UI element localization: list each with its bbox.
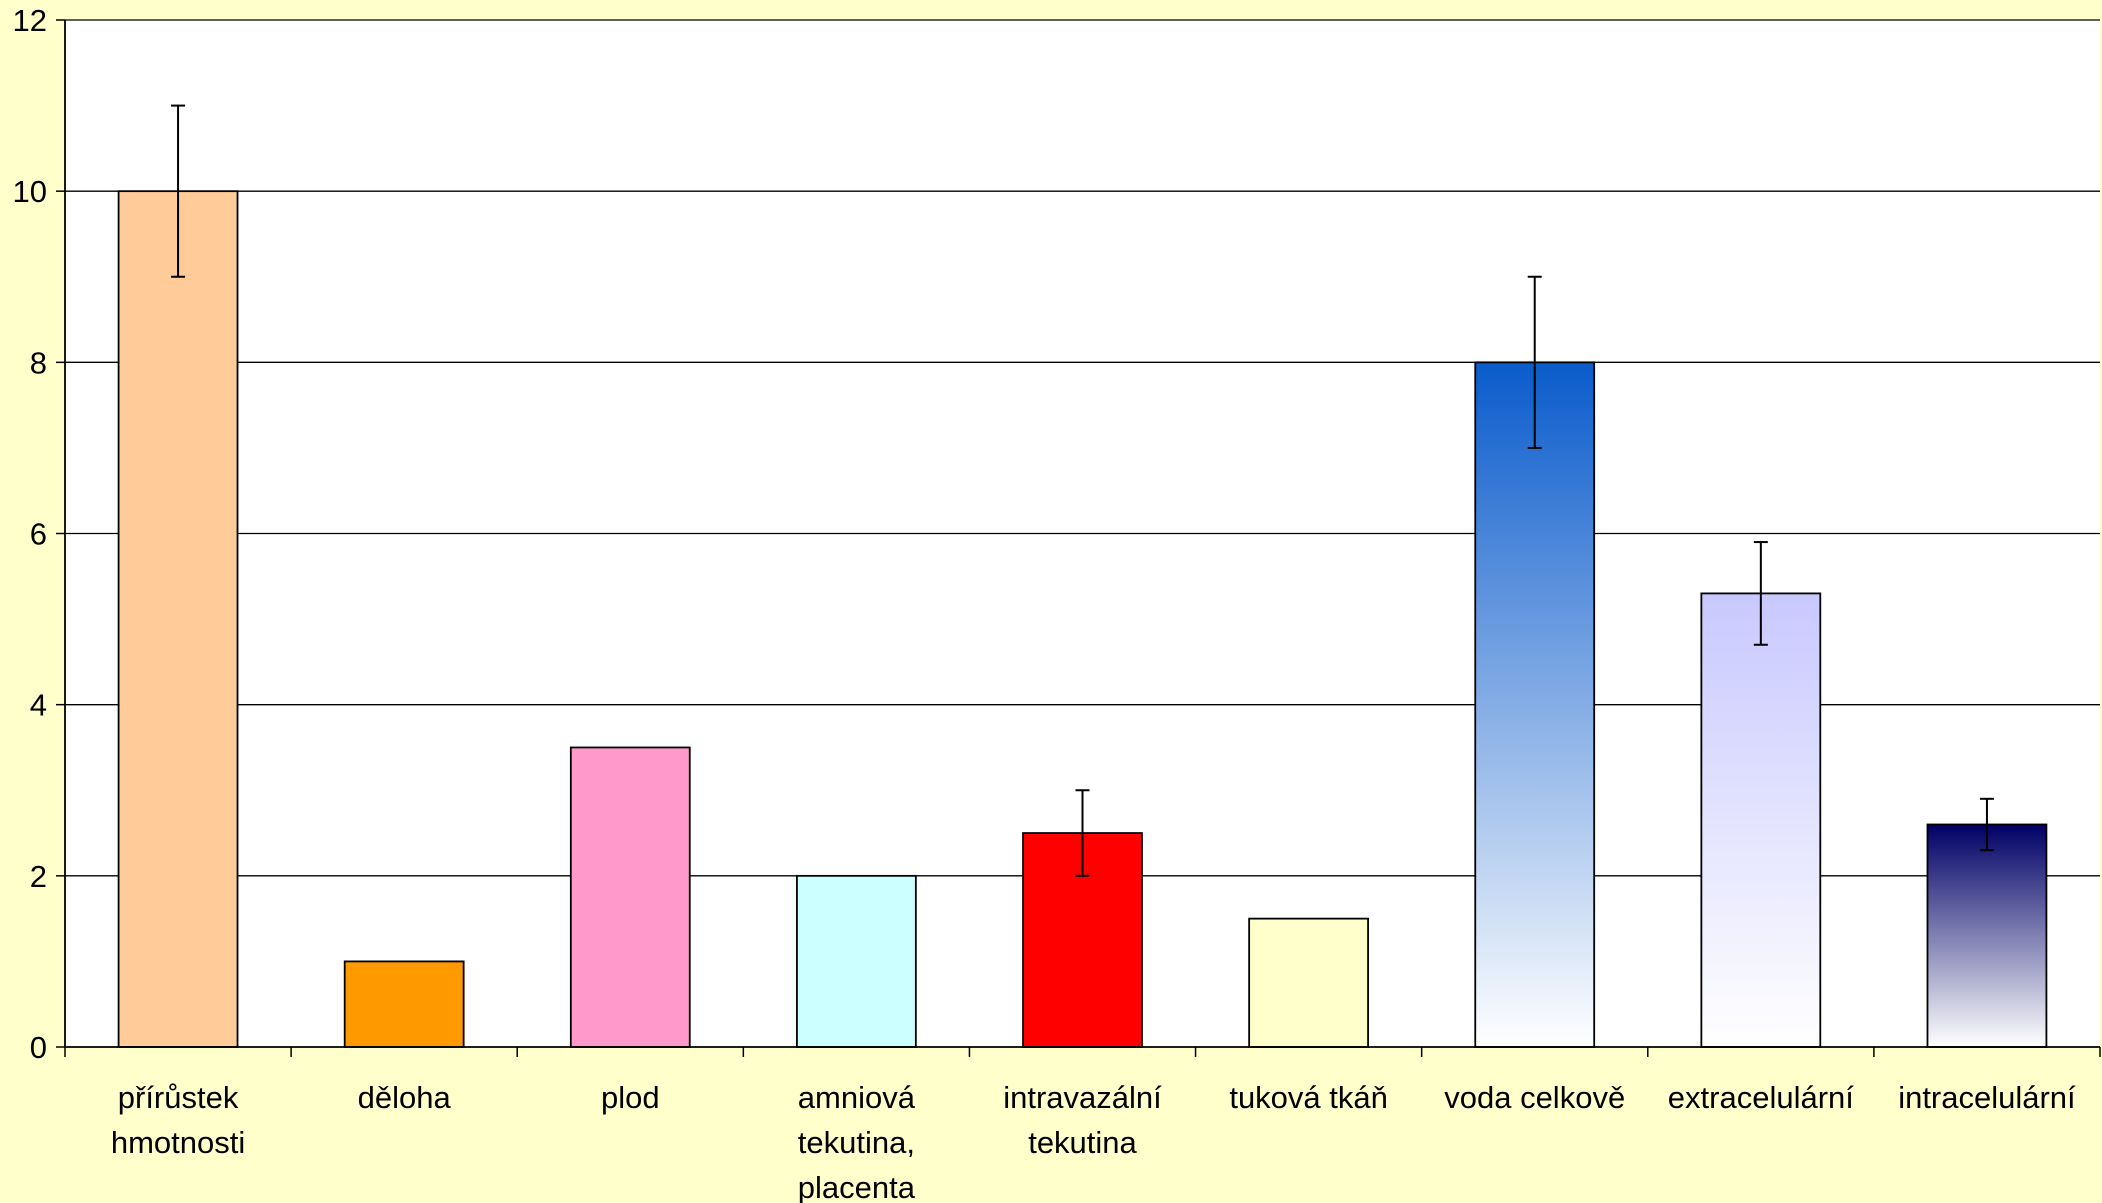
y-tick-label: 4 [30,688,47,723]
x-category-label-line: přírůstek [118,1080,239,1115]
x-category-label: intracelulární [1898,1080,2076,1115]
bar [1700,592,1822,1048]
y-tick-label: 6 [30,517,47,552]
y-tick-label: 0 [30,1030,47,1065]
bar [1248,917,1369,1048]
bar [1474,361,1596,1048]
x-category-label: intravazální tekutina [1003,1080,1162,1160]
x-category-label: voda celkově [1444,1080,1625,1115]
x-category-label-line: intravazální [1003,1080,1162,1115]
x-category-label-line: extracelulární [1668,1080,1854,1115]
y-tick-label: 8 [30,345,47,380]
x-category-label: amniová tekutina, placenta [798,1080,916,1203]
x-category-label-line: plod [601,1080,660,1115]
bar [796,874,917,1048]
bar [1926,823,2048,1048]
x-category-label-line: děloha [358,1080,452,1115]
x-category-label: děloha [358,1080,452,1115]
x-category-label-line: tekutina, [798,1125,915,1160]
x-axis-category-labels: přírůstek hmotnosti děloha plod amniová tekut… [111,1080,2076,1203]
x-category-label-line: tekutina [1028,1125,1137,1160]
x-category-label-line: hmotnosti [111,1125,245,1160]
x-category-label: tuková tkáň [1229,1080,1388,1115]
y-axis-tick-labels: 0 2 4 6 8 10 12 [13,3,47,1065]
x-category-label: přírůstek hmotnosti [111,1080,245,1160]
bars [117,190,2048,1048]
x-category-label: extracelulární [1668,1080,1854,1115]
x-category-label-line: tuková tkáň [1229,1080,1388,1115]
error-bars [171,104,1994,877]
y-tick-label: 2 [30,859,47,894]
bar [569,746,691,1048]
x-category-label: plod [601,1080,660,1115]
bar [117,190,239,1048]
axes [56,19,2101,1057]
x-category-label-line: amniová [798,1080,916,1115]
y-tick-label: 12 [13,3,47,38]
bar [343,960,465,1048]
gridlines [65,19,2100,877]
x-category-label-line: voda celkově [1444,1080,1625,1115]
x-category-label-line: intracelulární [1898,1080,2076,1115]
x-category-label-line: placenta [798,1170,916,1203]
y-tick-label: 10 [13,174,47,209]
